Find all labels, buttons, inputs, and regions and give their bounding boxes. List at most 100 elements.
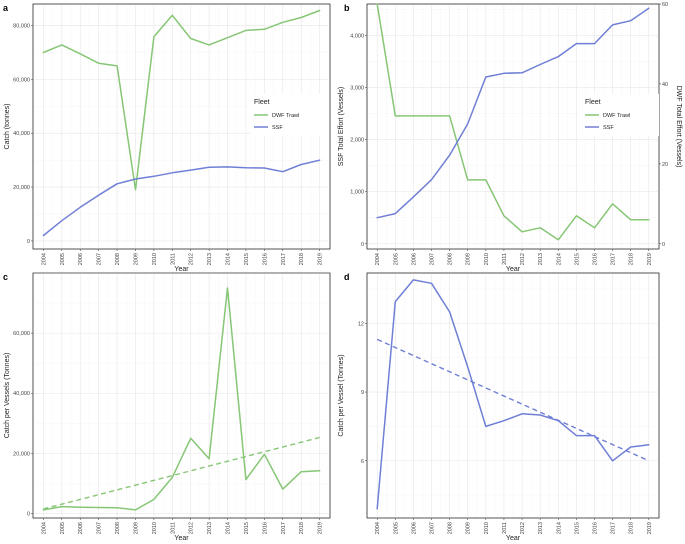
panel-a-ytick-label: 40,000 [13, 131, 30, 137]
panel-b-xtick-label: 2004 [375, 253, 381, 265]
panel-a-xtick-label: 2013 [207, 253, 213, 265]
panel-d-xtick-label: 2013 [538, 522, 544, 534]
panel-a-xtick-label: 2005 [60, 253, 66, 265]
panel-d-ytick-label: 9 [361, 390, 364, 396]
panel-b-xtick-label: 2014 [556, 253, 562, 265]
panel-b-xtick-label: 2019 [647, 253, 653, 265]
panel-b-xtick-label: 2010 [484, 253, 490, 265]
panel-b-xtick-label: 2011 [502, 253, 508, 265]
panel-c-xtick-label: 2010 [152, 522, 158, 534]
panel-a-xtick-label: 2011 [170, 253, 176, 265]
panel-a-xtick-label: 2019 [318, 253, 324, 265]
panel-b-xtick-label: 2018 [629, 253, 635, 265]
panel-letter-d: d [344, 272, 350, 282]
panel-d-ytick-label: 12 [358, 321, 364, 327]
panel-a-xtick-label: 2006 [78, 253, 84, 265]
panel-c-ylabel: Catch per Vessels (Tonnes) [4, 353, 11, 439]
panel-a-xtick-label: 2017 [281, 253, 287, 265]
panel-a-legend-title: Fleet [254, 99, 270, 106]
panel-letter-a: a [3, 3, 9, 13]
panel-b-ytick-label: 0 [361, 242, 364, 248]
panel-c-ytick-label: 60,000 [13, 331, 30, 337]
panel-a-legend-label-1: SSF [272, 125, 283, 131]
panel-c-xtick-label: 2018 [299, 522, 305, 534]
panel-d-xtick-label: 2009 [466, 522, 472, 534]
panel-c-xtick-label: 2007 [97, 522, 103, 534]
panel-d-xtick-label: 2004 [375, 522, 381, 534]
panel-d-trend-line [376, 338, 650, 462]
panel-c-xtick-label: 2012 [189, 522, 195, 534]
panel-c-xtick-label: 2015 [244, 522, 250, 534]
panel-c-border [32, 272, 331, 519]
panel-a-border [32, 3, 331, 250]
panel-b-ytick-label: 4,000 [350, 33, 364, 39]
panel-c-xtick-label: 2014 [226, 522, 232, 534]
panel-c-xtick-label: 2017 [281, 522, 287, 534]
panel-a-ytick-label: 60,000 [13, 77, 30, 83]
panel-c-group: 0 20,000 40,000 60,000 2004 2005 2006 2007 2008 2… [4, 272, 331, 542]
panel-letter-c: c [3, 272, 8, 282]
panel-d-xtick-label: 2014 [556, 522, 562, 534]
panel-letter-b: b [344, 3, 350, 13]
panel-b-xtick-label: 2006 [411, 253, 417, 265]
panel-a-ytick-label: 0 [27, 239, 30, 245]
panel-a-group: 0 20,000 40,000 60,000 80,000 2004 2005 2006 200… [4, 3, 331, 273]
panel-d-xtick-label: 2007 [430, 522, 436, 534]
panel-b-xtick-label: 2015 [574, 253, 580, 265]
panel-b-legend-title: Fleet [585, 99, 601, 106]
panel-b-series-line-dwf-trawl [376, 3, 650, 241]
panel-c-ytick-label: 0 [27, 511, 30, 517]
panel-d-xtick-label: 2018 [629, 522, 635, 534]
panel-d-xtick-label: 2010 [484, 522, 490, 534]
panel-d-series-line-0 [376, 279, 650, 510]
panel-a-ytick-label: 20,000 [13, 185, 30, 191]
panel-b-ytick-right-label: 0 [662, 242, 665, 248]
panel-d-xtick-label: 2011 [502, 522, 508, 534]
panel-c-ytick-label: 40,000 [13, 391, 30, 397]
panel-a-xtick-label: 2015 [244, 253, 250, 265]
panel-a-xlabel: Year [174, 266, 189, 273]
panel-c-xtick-label: 2019 [318, 522, 324, 534]
panel-b-legend-label-1: SSF [603, 125, 614, 131]
panel-d-border [366, 272, 660, 519]
panel-a-xtick-label: 2010 [152, 253, 158, 265]
panel-b-xtick-label: 2009 [466, 253, 472, 265]
panel-a-xtick-label: 2008 [115, 253, 121, 265]
panel-b-ytick-label: 1,000 [350, 190, 364, 196]
panel-d-xtick-label: 2017 [611, 522, 617, 534]
panel-b-xtick-label: 2017 [611, 253, 617, 265]
panel-b-ytick-label: 3,000 [350, 85, 364, 91]
panel-a-ytick-label: 80,000 [13, 24, 30, 30]
panel-c-xtick-label: 2004 [41, 522, 47, 534]
panel-a-xtick-label: 2014 [226, 253, 232, 265]
panel-b-ytick-label: 2,000 [350, 138, 364, 144]
panel-a-xtick-label: 2009 [133, 253, 139, 265]
panel-d-xtick-label: 2012 [520, 522, 526, 534]
panel-b-ytick-right-label: 60 [662, 2, 668, 8]
panel-a-legend-label-0: DWF Trawl [272, 113, 299, 119]
panel-c-xtick-label: 2005 [60, 522, 66, 534]
panel-d-xlabel: Year [506, 535, 521, 542]
panel-d-xtick-label: 2005 [393, 522, 399, 534]
panel-b-series-line-ssf [376, 7, 650, 219]
panel-c-ytick-label: 20,000 [13, 451, 30, 457]
panel-b-ylabel: SSF Total Effort (Vessels) [338, 87, 345, 167]
panel-b-xtick-label: 2008 [448, 253, 454, 265]
panel-b-ytick-right-label: 20 [662, 162, 668, 168]
panel-b-group: 0 1,000 2,000 3,000 4,000 0 20 40 60 2004 2005 2006… [338, 2, 682, 273]
panel-b-xtick-label: 2007 [430, 253, 436, 265]
panel-b-xlabel: Year [506, 266, 521, 273]
panel-b-xtick-label: 2005 [393, 253, 399, 265]
panel-a-xtick-label: 2007 [97, 253, 103, 265]
panel-d-group: 6 9 12 2004 2005 2006 2007 2008 2009 2010 2011 2012… [338, 272, 660, 542]
panel-a-xtick-label: 2004 [41, 253, 47, 265]
panel-a-xtick-label: 2018 [299, 253, 305, 265]
panel-b-xtick-label: 2016 [592, 253, 598, 265]
panel-a-legend: Fleet DWF Trawl SSF [250, 94, 328, 136]
panel-a-xtick-label: 2016 [262, 253, 268, 265]
panel-d-xtick-label: 2006 [411, 522, 417, 534]
panel-a-ylabel: Catch (tonnes) [4, 104, 11, 150]
panel-c-series-line-0 [42, 287, 321, 511]
panel-c-xtick-label: 2008 [115, 522, 121, 534]
